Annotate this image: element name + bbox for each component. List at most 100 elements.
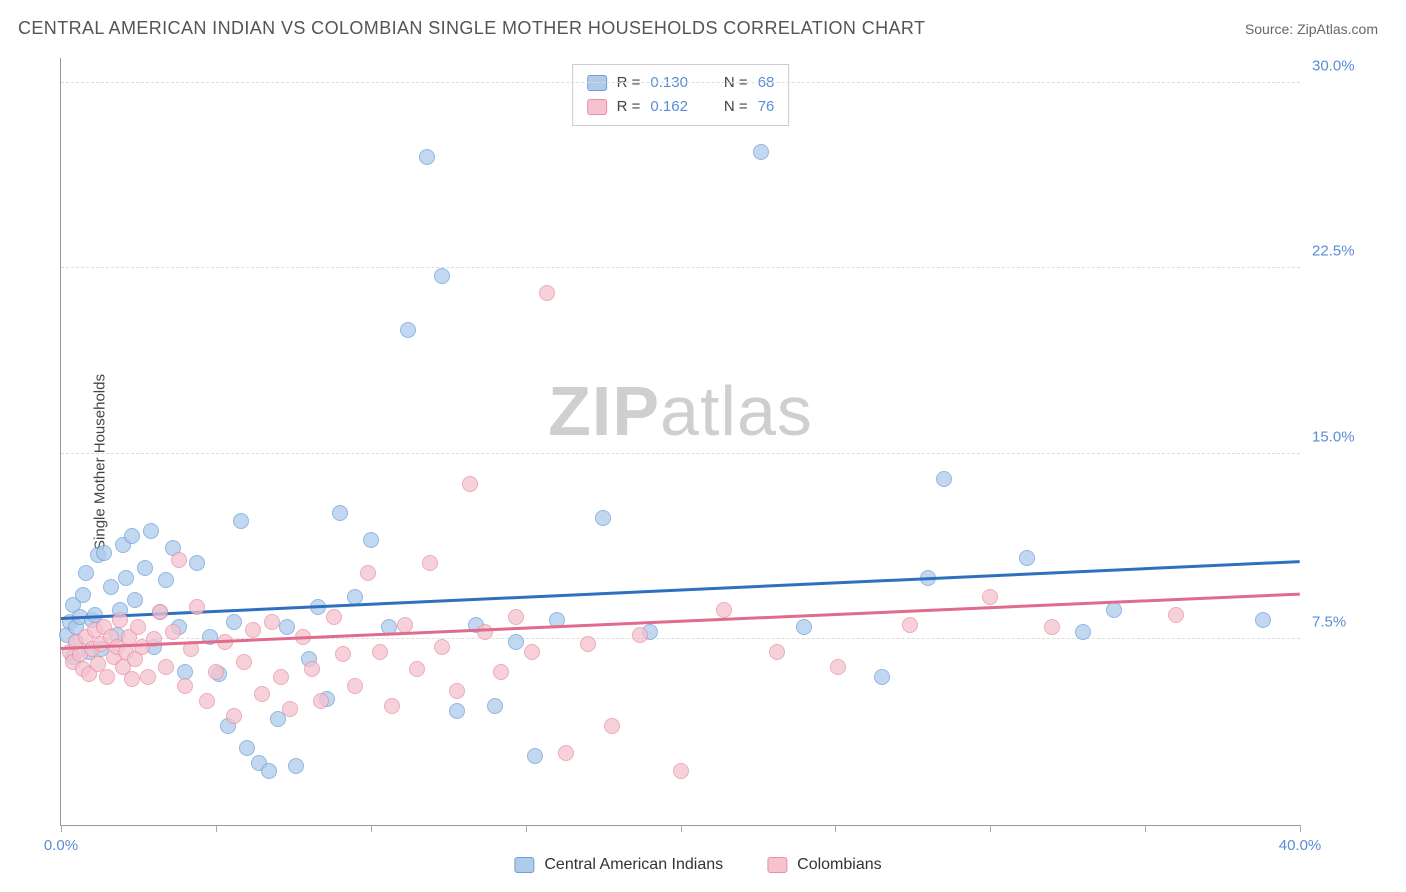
cai-point: [103, 579, 119, 595]
source-prefix: Source:: [1245, 21, 1297, 37]
y-tick-label: 30.0%: [1312, 57, 1355, 74]
chart-title: CENTRAL AMERICAN INDIAN VS COLOMBIAN SIN…: [18, 18, 925, 39]
col-point: [830, 659, 846, 675]
col-point: [171, 552, 187, 568]
cai-point: [332, 505, 348, 521]
cai-point: [487, 698, 503, 714]
x-tick-mark: [990, 825, 991, 832]
col-point: [254, 686, 270, 702]
cai-point: [158, 572, 174, 588]
col-point: [422, 555, 438, 571]
legend-item-col: Colombians: [767, 856, 881, 874]
col-point: [245, 622, 261, 638]
n-label: N =: [724, 71, 748, 95]
col-point: [152, 604, 168, 620]
cai-point: [78, 565, 94, 581]
col-point: [716, 602, 732, 618]
cai-point: [96, 545, 112, 561]
col-point: [177, 678, 193, 694]
col-point: [236, 654, 252, 670]
col-point: [604, 718, 620, 734]
source-link[interactable]: ZipAtlas.com: [1297, 21, 1378, 37]
col-point: [632, 627, 648, 643]
cai-point: [226, 614, 242, 630]
cai-point: [508, 634, 524, 650]
col-point: [493, 664, 509, 680]
col-point: [124, 671, 140, 687]
y-tick-label: 15.0%: [1312, 428, 1355, 445]
col-point: [189, 599, 205, 615]
source-credit: Source: ZipAtlas.com: [1245, 21, 1378, 37]
col-point: [524, 644, 540, 660]
col-point: [462, 476, 478, 492]
cai-point: [434, 268, 450, 284]
r-label: R =: [617, 95, 641, 119]
col-point: [335, 646, 351, 662]
col-point: [508, 609, 524, 625]
stats-legend-box: R =0.130N =68R =0.162N =76: [572, 64, 790, 126]
cai-point: [363, 532, 379, 548]
col-point: [158, 659, 174, 675]
col-point: [140, 669, 156, 685]
col-point: [264, 614, 280, 630]
cai-point: [288, 758, 304, 774]
gridline: [61, 82, 1300, 83]
cai-point: [936, 471, 952, 487]
cai-n-value: 68: [758, 71, 775, 95]
col-point: [1168, 607, 1184, 623]
cai-point: [189, 555, 205, 571]
cai-point: [753, 144, 769, 160]
cai-point: [1075, 624, 1091, 640]
col-point: [477, 624, 493, 640]
y-tick-label: 22.5%: [1312, 243, 1355, 260]
col-point: [304, 661, 320, 677]
cai-point: [75, 587, 91, 603]
col-point: [902, 617, 918, 633]
legend-item-cai: Central American Indians: [514, 856, 723, 874]
col-stats-row: R =0.162N =76: [587, 95, 775, 119]
cai-point: [874, 669, 890, 685]
cai-legend-swatch: [514, 857, 534, 873]
cai-point: [279, 619, 295, 635]
col-point: [539, 285, 555, 301]
col-point: [982, 589, 998, 605]
col-point: [397, 617, 413, 633]
col-point: [165, 624, 181, 640]
cai-point: [143, 523, 159, 539]
cai-point: [1019, 550, 1035, 566]
plot-area: ZIPatlas R =0.130N =68R =0.162N =76 7.5%…: [60, 58, 1300, 826]
x-tick-mark: [216, 825, 217, 832]
cai-point: [1106, 602, 1122, 618]
col-point: [673, 763, 689, 779]
x-tick-mark: [526, 825, 527, 832]
x-tick-label: 40.0%: [1279, 837, 1322, 854]
series-legend: Central American Indians Colombians: [514, 856, 881, 874]
cai-point: [118, 570, 134, 586]
col-point: [208, 664, 224, 680]
gridline: [61, 453, 1300, 454]
cai-point: [177, 664, 193, 680]
x-tick-mark: [1300, 825, 1301, 832]
col-point: [580, 636, 596, 652]
col-point: [558, 745, 574, 761]
col-trendline: [61, 592, 1300, 649]
cai-r-value: 0.130: [650, 71, 688, 95]
y-tick-label: 7.5%: [1312, 614, 1346, 631]
cai-point: [527, 748, 543, 764]
col-legend-label: Colombians: [797, 856, 881, 874]
cai-stats-row: R =0.130N =68: [587, 71, 775, 95]
gridline: [61, 267, 1300, 268]
cai-point: [239, 740, 255, 756]
col-r-value: 0.162: [650, 95, 688, 119]
col-point: [409, 661, 425, 677]
col-point: [282, 701, 298, 717]
cai-point: [1255, 612, 1271, 628]
x-tick-mark: [61, 825, 62, 832]
col-point: [769, 644, 785, 660]
col-point: [99, 669, 115, 685]
cai-point: [796, 619, 812, 635]
cai-swatch: [587, 75, 607, 91]
x-tick-mark: [1145, 825, 1146, 832]
n-label: N =: [724, 95, 748, 119]
col-point: [1044, 619, 1060, 635]
